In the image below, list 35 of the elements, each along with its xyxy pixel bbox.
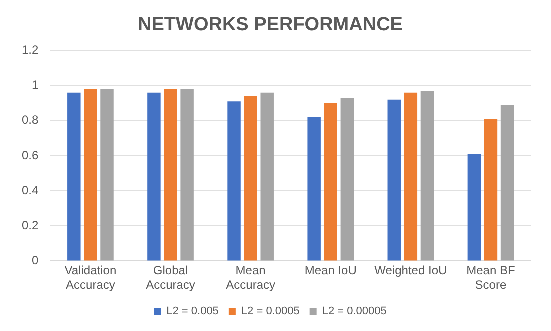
- bar: [244, 96, 258, 261]
- bar: [388, 100, 401, 261]
- x-tick-label: Mean Accuracy: [226, 264, 276, 292]
- bar: [180, 89, 194, 261]
- bar: [164, 89, 178, 261]
- bar: [484, 119, 498, 261]
- bar: [468, 154, 482, 261]
- x-tick-label: Validation Accuracy: [64, 264, 117, 292]
- bar: [260, 92, 274, 261]
- x-tick-label: Mean IoU: [304, 264, 357, 278]
- y-tick-label: 0.8: [22, 113, 39, 128]
- bar: [340, 98, 354, 261]
- y-tick-label: 1: [32, 78, 39, 92]
- x-tick-label: Global Accuracy: [146, 264, 196, 292]
- legend-label: L2 = 0.00005: [322, 306, 387, 318]
- legend-label: L2 = 0.005: [166, 306, 219, 318]
- y-tick-label: 0.2: [22, 218, 39, 232]
- legend-label: L2 = 0.0005: [241, 306, 300, 318]
- bar: [148, 92, 161, 261]
- y-tick-label: 0.6: [22, 148, 39, 162]
- y-tick-label: 0.4: [22, 183, 39, 198]
- bar: [100, 89, 114, 261]
- bar: [500, 105, 514, 261]
- bar: [404, 92, 418, 261]
- x-tick-label: Mean BF Score: [466, 264, 516, 292]
- bar: [324, 103, 338, 261]
- chart-title: NETWORKS PERFORMANCE: [138, 14, 403, 36]
- x-tick-label: Weighted IoU: [374, 264, 448, 278]
- bar: [308, 117, 321, 261]
- bar: [420, 91, 434, 261]
- bar: [84, 89, 98, 261]
- y-tick-label: 1.2: [22, 43, 39, 58]
- bar: [68, 92, 81, 261]
- bar: [228, 102, 241, 261]
- y-tick-label: 0: [32, 254, 39, 268]
